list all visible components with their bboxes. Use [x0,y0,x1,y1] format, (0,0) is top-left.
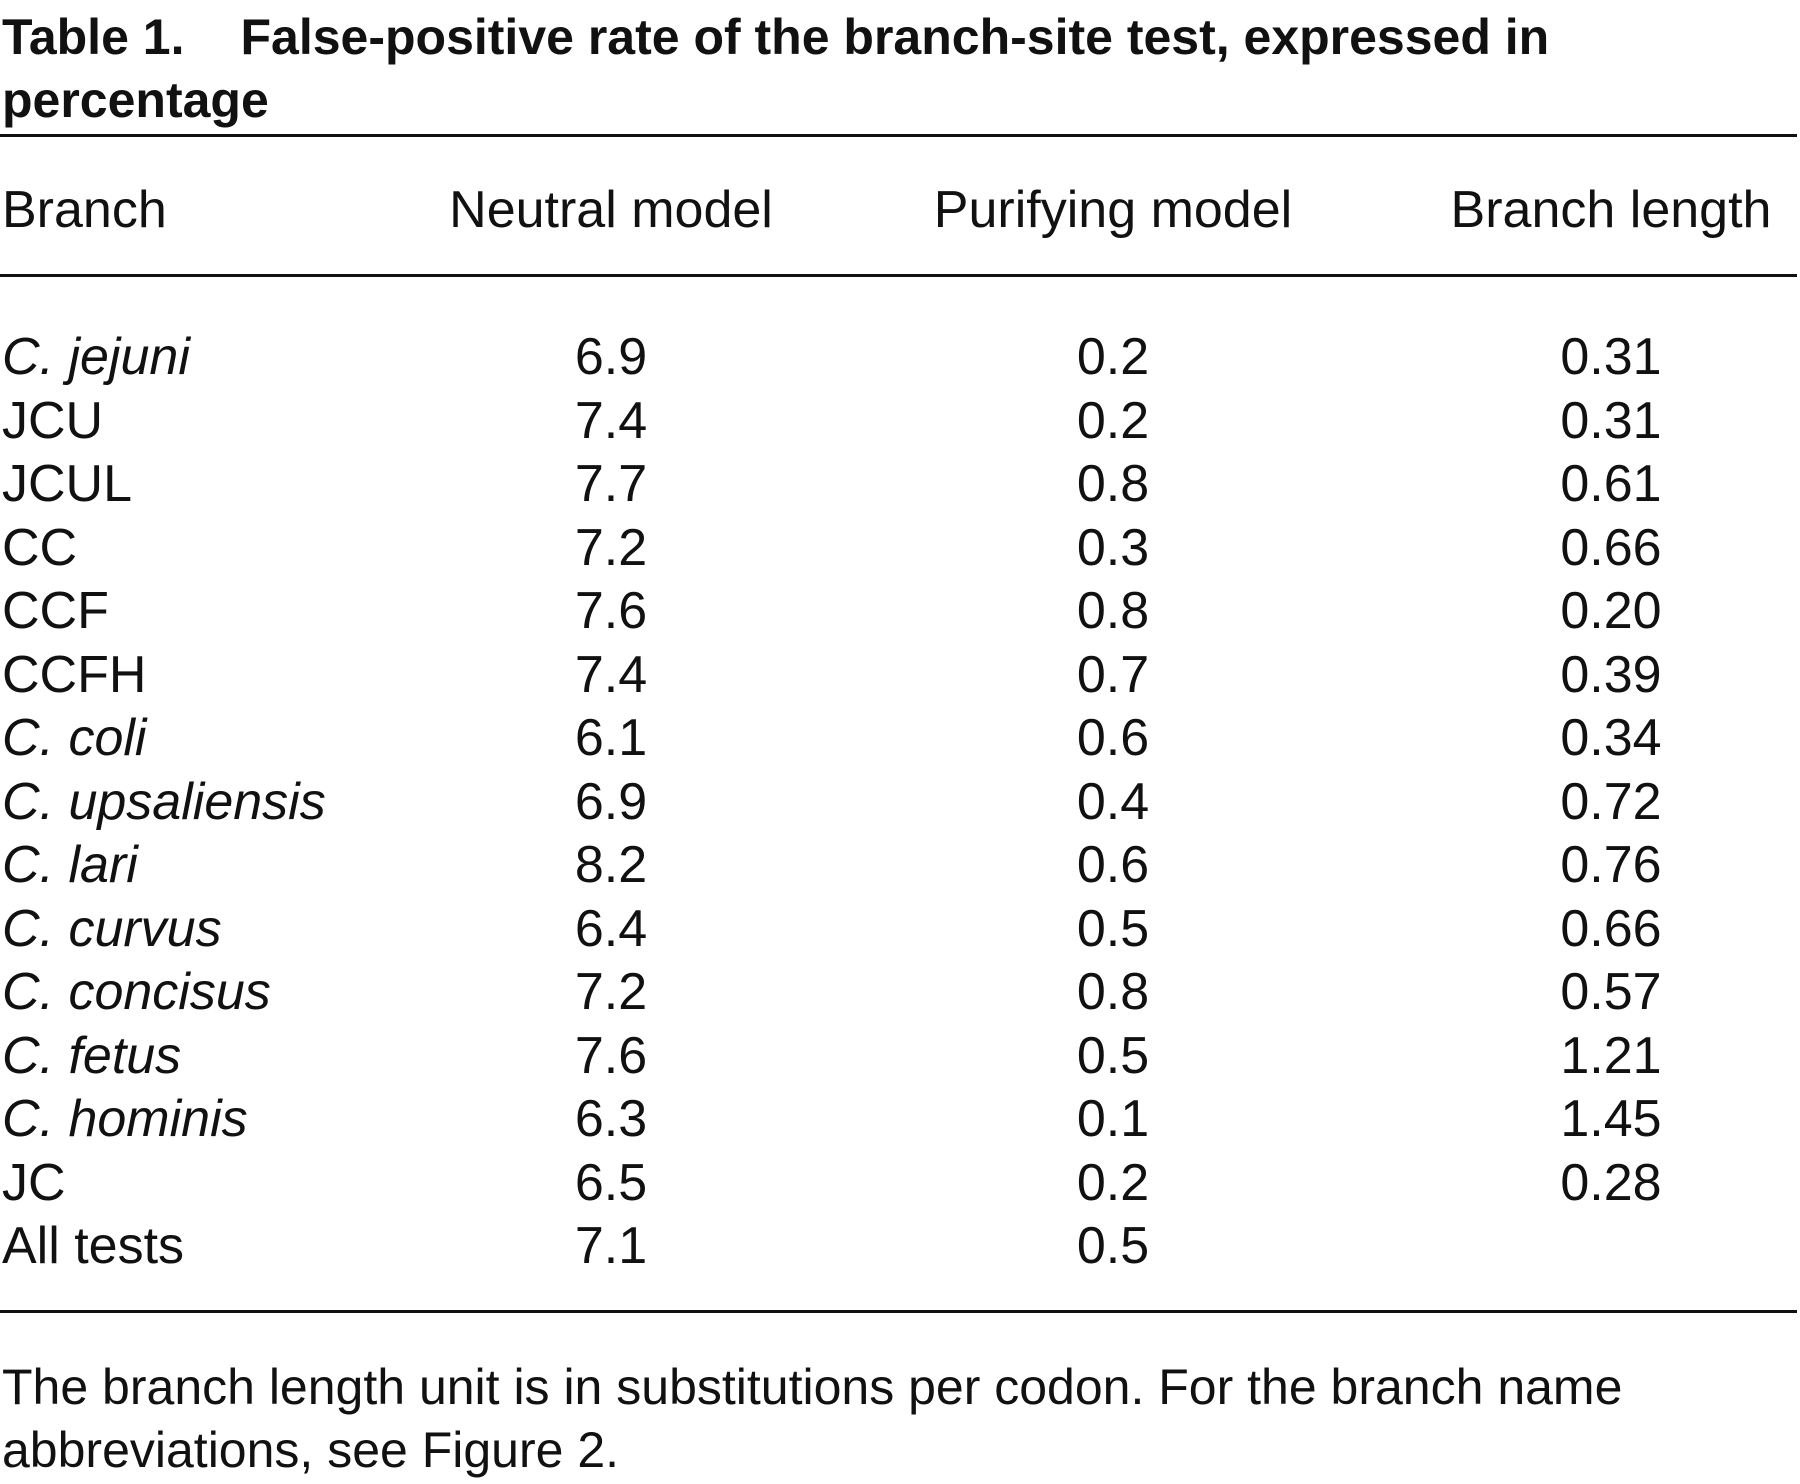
table-cell: 0.66 [1560,899,1662,958]
table-footnote: The branch length unit is in substitutio… [2,1359,1623,1478]
row-label: CC [2,518,78,577]
table-cell: 8.2 [574,836,648,894]
row-label: C. concisus [2,963,271,1021]
table-cell: 0.5 [1076,1217,1150,1275]
row-label: JCUL [2,455,133,513]
table-cell: 7.2 [574,518,648,577]
table-cell: 0.6 [1076,836,1150,894]
table-cell: 0.5 [1076,1026,1150,1085]
table-cell: 0.8 [1076,963,1150,1021]
column-header: Branch length [1450,181,1772,239]
row-label: All tests [2,1217,185,1275]
table-cell: 0.28 [1560,1153,1662,1212]
table-label: Table 1. [2,9,185,65]
table-cell: 0.2 [1076,391,1150,450]
table-cell: 6.5 [574,1153,648,1212]
table-cell: 0.5 [1076,899,1150,958]
table-cell: 0.39 [1560,645,1662,704]
row-label: CCFH [2,645,147,704]
table-cell: 6.1 [574,709,648,767]
top-rule [0,134,1797,137]
column-header: Purifying model [933,181,1293,239]
bottom-rule [0,1310,1797,1313]
table-cell: 7.2 [574,963,648,1021]
header-rule [0,274,1797,277]
table-cell: 0.2 [1076,1153,1150,1212]
table-cell: 0.2 [1076,328,1150,386]
table-cell: 0.1 [1076,1090,1150,1148]
table-cell: 0.31 [1560,391,1662,450]
table-cell: 0.66 [1560,518,1662,577]
table-cell: 0.31 [1560,328,1662,386]
table-caption: Table 1. False-positive rate of the branc… [2,6,1792,132]
table-cell: 1.45 [1560,1090,1662,1148]
table-cell: 6.9 [574,772,648,831]
row-label: C. jejuni [2,328,190,386]
row-label: C. lari [2,836,138,894]
row-label: C. upsaliensis [2,772,326,831]
row-label: JCU [2,391,104,450]
table-cell: 0.4 [1076,772,1150,831]
table-cell: 7.4 [574,391,648,450]
table-cell: 1.21 [1560,1026,1662,1085]
row-label: C. curvus [2,899,222,958]
column-header: Branch [2,181,167,239]
table-cell: 7.6 [574,582,648,640]
row-label: C. hominis [2,1090,248,1148]
row-label: C. fetus [2,1026,182,1085]
table-cell: 0.57 [1560,963,1662,1021]
table-cell: 7.6 [574,1026,648,1085]
row-label: C. coli [2,709,147,767]
table-cell: 6.4 [574,899,648,958]
table-cell: 0.76 [1560,836,1662,894]
table-cell: 0.61 [1560,455,1662,513]
table-cell: 6.3 [574,1090,648,1148]
table-cell: 0.8 [1076,582,1150,640]
table-cell: 0.20 [1560,582,1662,640]
table-cell: 7.1 [574,1217,648,1275]
row-label: JC [2,1153,66,1212]
table-cell: 7.4 [574,645,648,704]
row-label: CCF [2,582,109,640]
table-title: False-positive rate of the branch-site t… [2,9,1550,128]
table-cell: 7.7 [574,455,648,513]
table-cell: 0.7 [1076,645,1150,704]
table-cell: 0.8 [1076,455,1150,513]
column-header: Neutral model [449,181,773,239]
table-cell: 6.9 [574,328,648,386]
table-cell: 0.34 [1560,709,1662,767]
table-cell: 0.3 [1076,518,1150,577]
table-cell: 0.6 [1076,709,1150,767]
table-cell: 0.72 [1560,772,1662,831]
